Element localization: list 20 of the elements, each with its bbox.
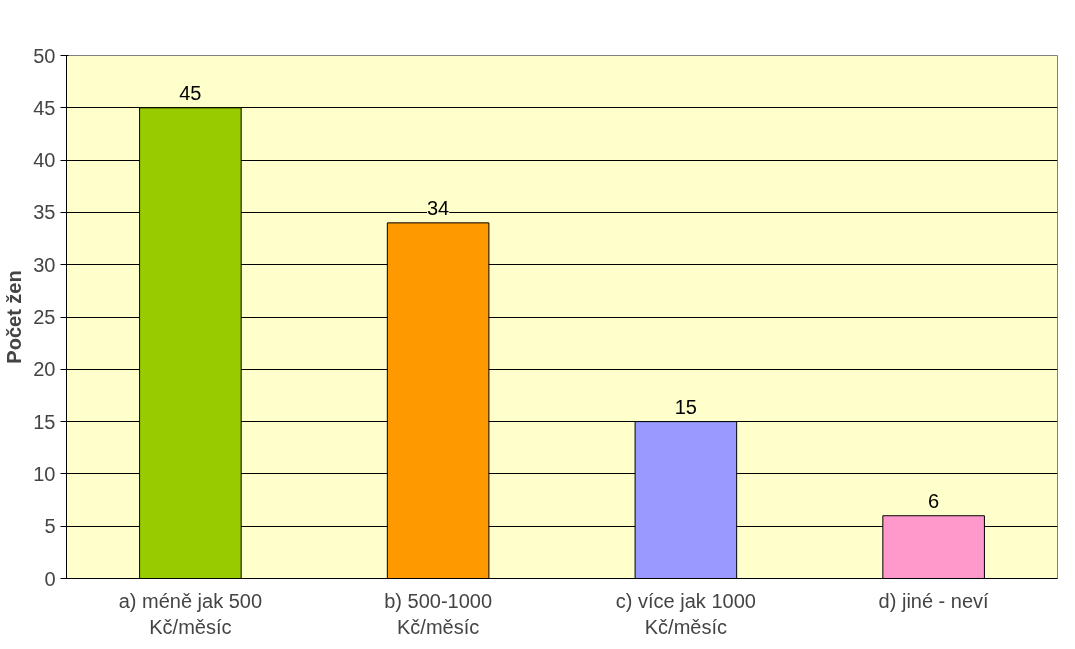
y-tick-label: 10	[33, 462, 56, 485]
y-tick-label: 5	[44, 515, 56, 538]
y-tick-label: 50	[33, 44, 56, 67]
data-label: 45	[179, 81, 202, 104]
y-tick-label: 40	[33, 149, 56, 172]
x-tick-label: c) více jak 1000 Kč/měsíc	[615, 589, 756, 638]
y-tick-label: 45	[33, 96, 56, 119]
x-tick-label: a) méně jak 500 Kč/měsíc	[118, 589, 263, 638]
data-label: 15	[674, 395, 697, 418]
y-tick-label: 25	[33, 306, 56, 328]
x-tick-label: b) 500-1000 Kč/měsíc	[384, 589, 493, 638]
data-label: 6	[928, 489, 940, 512]
y-tick-label: 0	[44, 567, 56, 590]
y-axis-title: Počet žen	[3, 270, 26, 364]
y-tick-label: 30	[33, 253, 56, 276]
x-tick-label: d) jiné - neví	[878, 589, 990, 612]
data-label: 34	[427, 196, 450, 219]
y-tick-label: 35	[33, 201, 56, 224]
y-tick-label: 20	[33, 358, 56, 381]
y-tick-label: 15	[33, 410, 56, 433]
